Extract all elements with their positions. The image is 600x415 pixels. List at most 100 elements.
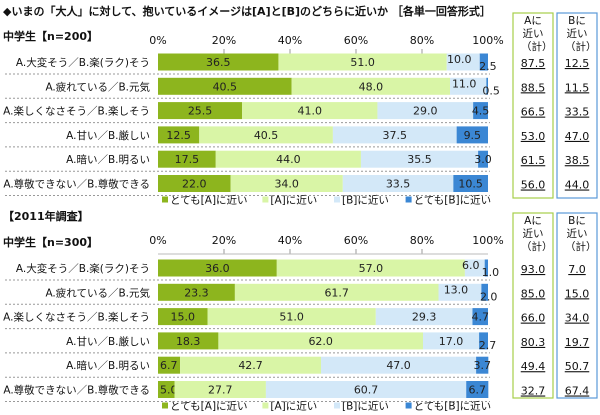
data-label: 1.0 <box>482 266 500 279</box>
stacked-bar-chart-current: 0% 20% 40% 60% 80% 100% A.大変そう／B.楽(ラク)そう 36.5 51… <box>3 12 598 207</box>
legend-swatch <box>405 196 412 203</box>
bar-segment <box>422 332 480 350</box>
data-label: 6.7 <box>160 359 178 372</box>
data-label: 10.0 <box>447 53 472 66</box>
data-label: 4.7 <box>471 311 489 324</box>
data-label: 17.5 <box>175 153 200 166</box>
bar-segment <box>472 308 488 326</box>
x-tick-label: 60% <box>344 34 368 47</box>
data-label: 6.0 <box>462 259 480 272</box>
data-label: 2.0 <box>480 290 498 303</box>
bar-segment <box>278 53 447 71</box>
data-label: 47.0 <box>386 359 411 372</box>
bar-segment <box>158 332 219 350</box>
data-label: 10.5 <box>458 178 483 191</box>
data-label: 33.5 <box>386 178 411 191</box>
data-label: 62.0 <box>308 335 333 348</box>
b-total-value: 33.5 <box>565 106 590 119</box>
data-label: 2.5 <box>479 60 497 73</box>
data-label: 40.5 <box>254 129 279 142</box>
legend-swatch <box>162 196 168 203</box>
b-total-value: 50.7 <box>565 360 590 373</box>
x-tick-label: 0% <box>149 34 166 47</box>
data-label: 25.5 <box>188 105 213 118</box>
x-tick-label: 60% <box>344 234 368 247</box>
bar-segment <box>265 381 467 398</box>
category-label: A.疲れている／B.元気 <box>45 80 150 93</box>
bar-segment <box>234 283 439 301</box>
x-tick-label: 100% <box>472 234 503 247</box>
bar-segment <box>218 332 423 350</box>
bar-segment <box>438 283 482 301</box>
bar-segment <box>473 102 488 120</box>
data-label: 17.0 <box>439 335 464 348</box>
legend-swatch <box>162 402 168 409</box>
bar-segment <box>479 332 488 350</box>
bar-segment <box>276 259 465 277</box>
bar-segment <box>486 77 488 95</box>
stacked-bar-chart-2011: 0% 20% 40% 60% 80% 100% A.大変そう／B.楽(ラク)そう 36.0 57… <box>3 212 598 413</box>
data-label: 40.5 <box>213 80 238 93</box>
a-total-value: 66.5 <box>521 106 546 119</box>
legend-swatch <box>334 402 340 409</box>
b-total-header-2011: Bに近い（計） <box>565 215 597 253</box>
x-tick-label: 80% <box>410 234 434 247</box>
data-label: 61.7 <box>324 286 349 299</box>
bar-segment <box>158 283 235 301</box>
data-label: 41.0 <box>298 105 323 118</box>
b-total-value: 15.0 <box>565 287 590 300</box>
data-label: 15.0 <box>171 311 196 324</box>
b-total-value: 34.0 <box>565 312 590 325</box>
category-label: A.甘い／B.厳しい <box>66 129 150 142</box>
a-total-box <box>512 12 554 199</box>
bar-segment <box>377 102 474 120</box>
bar-segment <box>342 175 454 192</box>
bar-segment <box>453 175 488 192</box>
bar-segment <box>158 126 200 144</box>
legend-label: とても[B]に近い <box>414 400 492 413</box>
bar-segment <box>476 356 489 374</box>
category-label: A.暗い／B.明るい <box>66 153 150 166</box>
a-total-value: 88.5 <box>521 81 546 94</box>
bar-segment <box>158 102 243 120</box>
legend-label: とても[A]に近い <box>170 400 248 413</box>
b-total-value: 11.5 <box>565 81 590 94</box>
bar-segment <box>360 150 479 168</box>
x-tick-label: 100% <box>472 34 503 47</box>
bar-segment <box>230 175 343 192</box>
bar-segment <box>484 259 488 277</box>
bar-segment <box>174 381 266 398</box>
legend-label: とても[B]に近い <box>414 194 492 207</box>
data-label: 9.5 <box>464 129 482 142</box>
x-tick-label: 20% <box>212 234 236 247</box>
a-total-value: 53.0 <box>521 130 546 143</box>
bar-segment <box>158 150 216 168</box>
a-total-box <box>512 212 554 399</box>
legend-label: とても[A]に近い <box>170 194 248 207</box>
a-total-value: 85.0 <box>521 287 546 300</box>
bar-segment <box>481 283 488 301</box>
a-total-value: 56.0 <box>521 179 546 192</box>
category-label: A.疲れている／B.元気 <box>45 286 150 299</box>
bar-segment <box>215 150 361 168</box>
bar-segment <box>478 150 488 168</box>
category-label: A.甘い／B.厳しい <box>66 335 150 348</box>
section-title-2011: 【2011年調査】 <box>3 210 89 223</box>
category-label: A.尊敬できない／B.尊敬できる <box>3 178 150 191</box>
sample-label-1: 中学生【n=200】 <box>3 30 99 43</box>
data-label: 44.0 <box>276 153 301 166</box>
bar-segment <box>446 53 480 71</box>
a-total-value: 93.0 <box>521 263 546 276</box>
b-total-value: 19.7 <box>565 336 590 349</box>
data-label: 36.5 <box>206 56 231 69</box>
bar-segment <box>375 308 473 326</box>
data-label: 51.0 <box>350 56 375 69</box>
data-label: 60.7 <box>354 384 379 397</box>
legend-label: [A]に近い <box>270 400 317 413</box>
bar-segment <box>158 259 277 277</box>
a-total-value: 66.0 <box>521 312 546 325</box>
b-total-value: 12.5 <box>565 57 590 70</box>
data-label: 34.0 <box>274 178 299 191</box>
data-label: 23.3 <box>184 286 209 299</box>
bar-segment <box>158 175 231 192</box>
